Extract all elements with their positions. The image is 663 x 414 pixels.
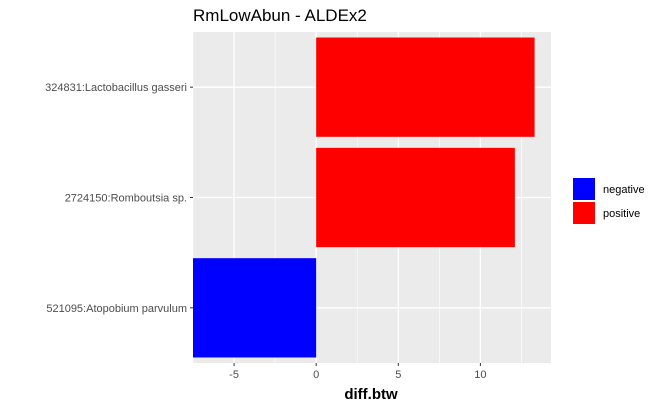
x-tick-label: -5 [229,369,239,381]
legend: negative positive [573,178,645,224]
chart-title: RmLowAbun - ALDEx2 [193,6,367,25]
x-tick-label: 10 [474,369,486,381]
legend-swatch [573,202,595,224]
x-axis: -5 0 5 10 [229,363,487,381]
y-tick-label: 521095:Atopobium parvulum [46,303,187,315]
bar [316,37,535,137]
legend-label: negative [603,184,645,196]
x-tick-label: 5 [395,369,401,381]
bar [193,258,317,358]
x-axis-title: diff.btw [344,386,398,403]
legend-label: positive [603,208,640,220]
y-tick-label: 2724150:Romboutsia sp. [65,193,187,205]
legend-swatch [573,178,595,200]
y-axis: 324831:Lactobacillus gasseri 2724150:Romb… [45,82,193,315]
bar [316,147,515,248]
y-tick-label: 324831:Lactobacillus gasseri [45,82,187,94]
x-tick-label: 0 [313,369,319,381]
bars-layer [193,37,535,358]
